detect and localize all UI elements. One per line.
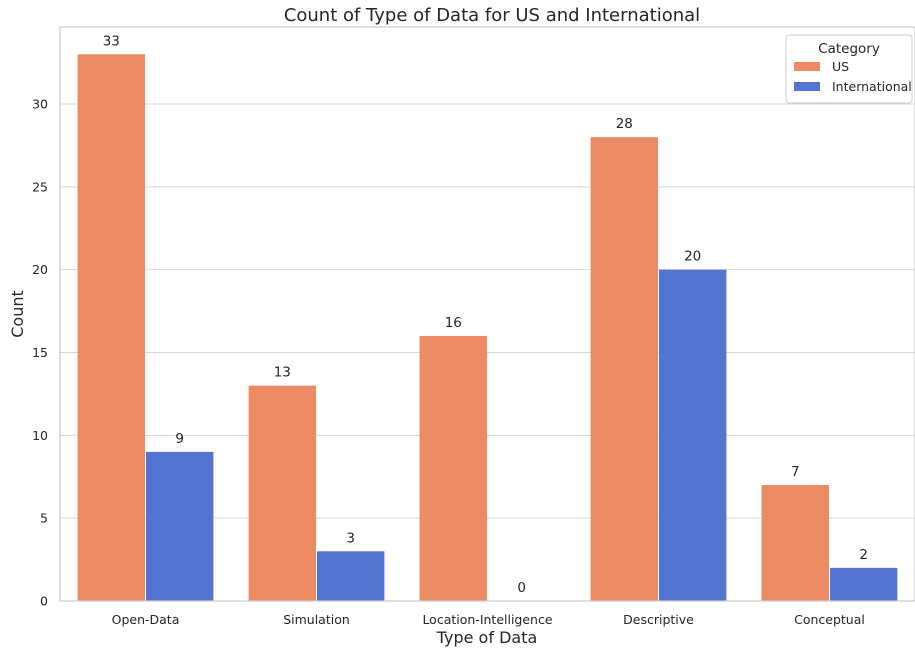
legend-entry: US [832,59,849,74]
data-label: 16 [445,315,462,331]
x-axis-label: Type of Data [436,628,538,647]
y-tick-label: 0 [40,594,48,609]
data-label: 7 [791,464,800,480]
bar [761,485,829,601]
y-tick-label: 30 [32,97,48,112]
y-axis-ticks: 0 5 10 15 20 25 30 [32,97,48,609]
y-tick-label: 20 [32,262,48,277]
chart-title: Count of Type of Data for US and Interna… [284,5,700,26]
legend-swatch [794,62,820,71]
bar [146,451,214,601]
legend-entry: International [832,79,912,94]
bar [590,137,658,601]
legend-title: Category [818,41,880,57]
data-label: 9 [175,431,184,447]
legend-swatch [794,82,820,91]
plot-frame [59,26,915,602]
data-label: 28 [616,116,633,132]
y-tick-label: 5 [40,511,48,526]
bar [659,269,727,601]
x-tick-label: Open-Data [112,612,180,627]
bar [77,54,145,602]
data-label: 13 [274,365,291,381]
y-tick-label: 10 [32,428,48,443]
x-tick-label: Descriptive [623,612,694,627]
data-label: 2 [859,547,868,563]
data-label: 3 [346,530,355,546]
data-label: 0 [517,580,526,596]
data-label: 20 [684,249,701,265]
x-tick-label: Location-Intelligence [422,612,552,627]
bar [419,335,487,601]
y-tick-label: 15 [32,345,48,360]
bar [248,385,316,601]
legend: Category US International [785,34,913,104]
x-axis-ticks: Open-Data Simulation Location-Intelligence… [112,612,865,627]
bar [317,551,385,601]
bars [77,54,898,602]
x-tick-label: Simulation [283,612,350,627]
y-tick-label: 25 [32,179,48,194]
data-labels: 33 9 13 3 16 0 28 20 7 2 [103,33,868,596]
y-axis-label: Count [8,290,27,338]
bar [830,567,898,601]
x-tick-label: Conceptual [794,612,865,627]
data-label: 33 [103,33,120,49]
